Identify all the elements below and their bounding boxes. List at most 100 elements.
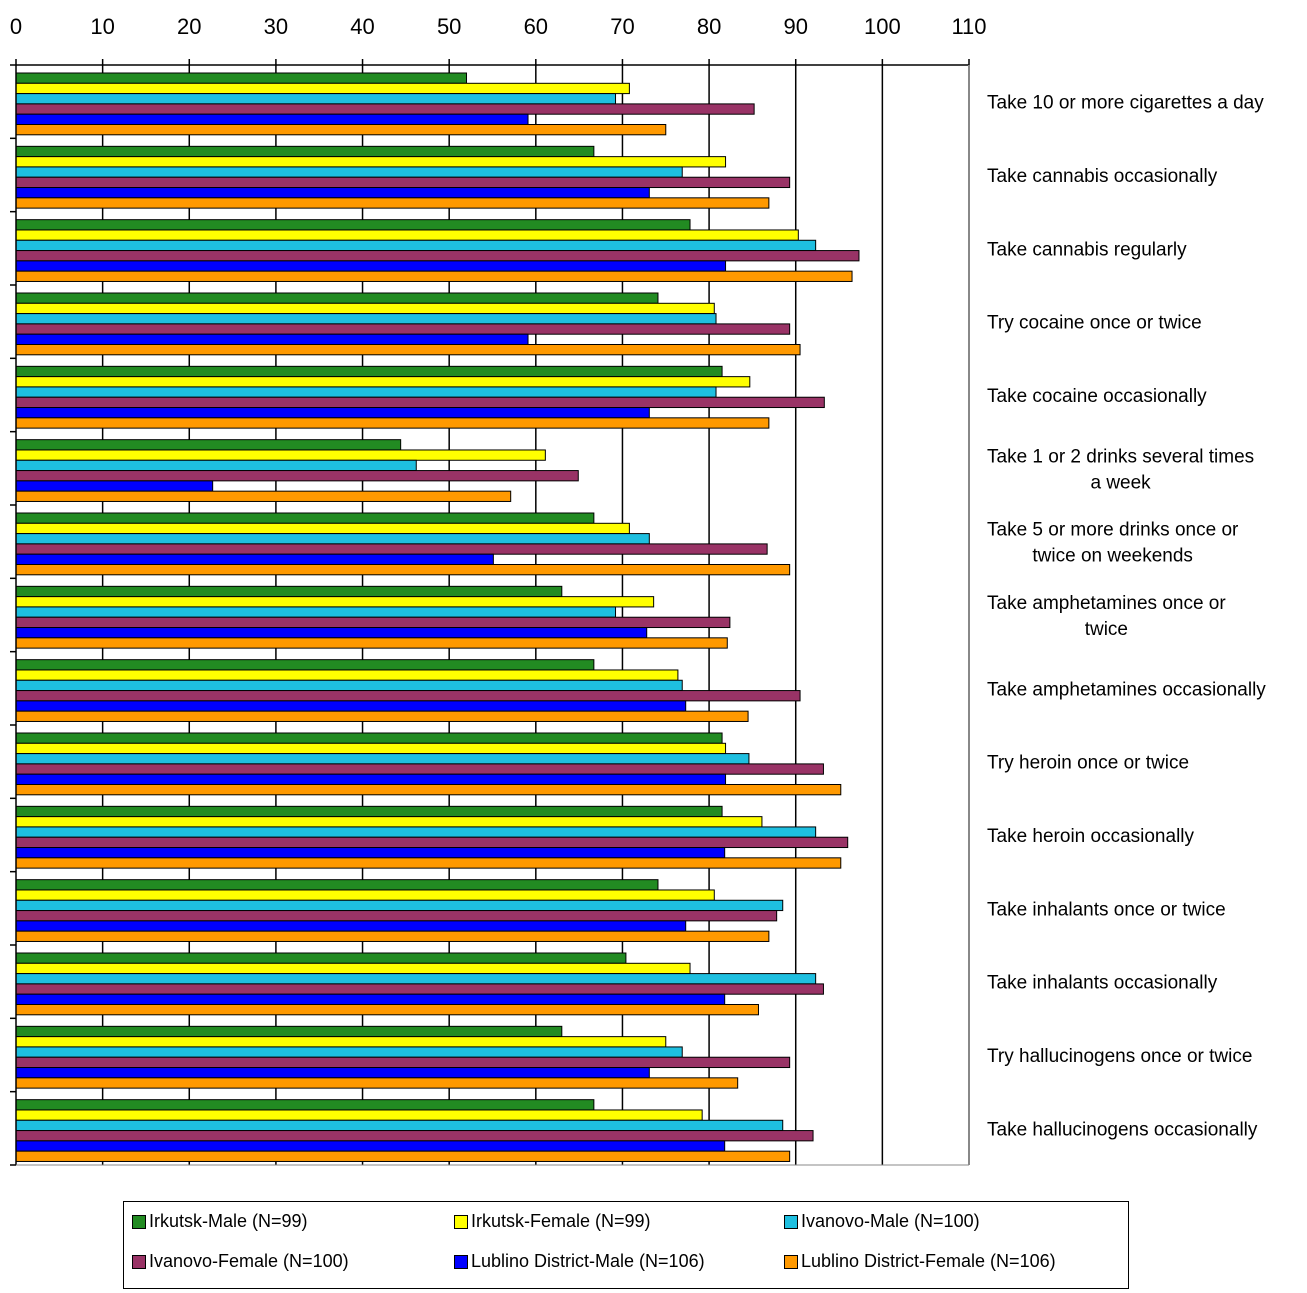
bar bbox=[15, 732, 723, 744]
bar bbox=[15, 669, 679, 681]
bar bbox=[15, 1036, 667, 1048]
legend: Irkutsk-Male (N=99) Irkutsk-Female (N=99)… bbox=[123, 1201, 1129, 1289]
bars bbox=[15, 72, 860, 1162]
legend-item: Irkutsk-Male (N=99) bbox=[132, 1211, 308, 1232]
bar bbox=[15, 1130, 814, 1142]
x-tick-label: 0 bbox=[10, 14, 22, 39]
x-tick-label: 90 bbox=[783, 14, 807, 39]
bar bbox=[15, 679, 683, 692]
bar bbox=[15, 250, 860, 262]
category-label: Take 10 or more cigarettes a day bbox=[987, 93, 1264, 114]
bar bbox=[15, 302, 715, 315]
bar bbox=[15, 879, 659, 891]
bar bbox=[15, 1077, 739, 1089]
bar bbox=[15, 1119, 784, 1132]
bar-chart: 0 10 20 30 40 50 60 70 80 90 100 110 Take 10 or mor… bbox=[10, 14, 1266, 1166]
category-label: twice bbox=[1085, 619, 1128, 640]
bar bbox=[15, 710, 749, 722]
bar bbox=[15, 836, 849, 849]
bar bbox=[15, 930, 770, 942]
legend-label: Irkutsk-Male (N=99) bbox=[149, 1211, 308, 1231]
bar bbox=[15, 93, 617, 105]
bar bbox=[15, 700, 687, 712]
bar bbox=[15, 920, 687, 932]
legend-swatch bbox=[784, 1254, 798, 1269]
x-tick-label: 30 bbox=[264, 14, 288, 39]
legend-label: Ivanovo-Female (N=100) bbox=[149, 1251, 349, 1271]
bar bbox=[15, 480, 214, 492]
bar bbox=[15, 1025, 563, 1038]
bar bbox=[15, 407, 650, 419]
bar bbox=[15, 742, 727, 755]
bar bbox=[15, 564, 791, 576]
category-label: Take 5 or more drinks once or bbox=[987, 520, 1239, 541]
bar bbox=[15, 512, 595, 524]
bar bbox=[15, 1056, 791, 1069]
bar bbox=[15, 773, 727, 786]
legend-label: Lublino District-Female (N=106) bbox=[801, 1251, 1056, 1271]
bar bbox=[15, 616, 731, 629]
legend-swatch bbox=[784, 1214, 798, 1229]
bar bbox=[15, 522, 630, 535]
bar bbox=[15, 826, 817, 838]
bar bbox=[15, 637, 728, 649]
bar bbox=[15, 490, 512, 502]
category-label: Take heroin occasionally bbox=[987, 826, 1195, 847]
bar bbox=[15, 270, 853, 282]
bar bbox=[15, 627, 648, 639]
legend-swatch bbox=[132, 1214, 146, 1229]
bar bbox=[15, 1046, 683, 1058]
legend-item: Ivanovo-Male (N=100) bbox=[784, 1211, 980, 1232]
bar bbox=[15, 659, 595, 671]
x-tick-label: 60 bbox=[524, 14, 548, 39]
bar bbox=[15, 533, 650, 545]
x-tick-label: 100 bbox=[864, 14, 901, 39]
bar bbox=[15, 899, 784, 912]
bar bbox=[15, 1140, 726, 1152]
bar bbox=[15, 763, 824, 775]
bar bbox=[15, 847, 726, 859]
category-label: Try cocaine once or twice bbox=[987, 313, 1202, 334]
x-tick-labels: 0 10 20 30 40 50 60 70 80 90 100 110 bbox=[10, 14, 987, 39]
bar bbox=[15, 396, 825, 409]
bar bbox=[15, 606, 617, 618]
bar bbox=[15, 229, 799, 241]
category-label: a week bbox=[1090, 472, 1151, 493]
bar bbox=[15, 197, 770, 209]
bar bbox=[15, 376, 751, 388]
x-tick-label: 50 bbox=[437, 14, 461, 39]
bar bbox=[15, 470, 579, 482]
bar bbox=[15, 962, 691, 975]
bar bbox=[15, 417, 770, 429]
legend-label: Lublino District-Male (N=106) bbox=[471, 1251, 705, 1271]
bar bbox=[15, 596, 655, 608]
bar bbox=[15, 219, 691, 231]
bar bbox=[15, 973, 817, 985]
category-label: Take 1 or 2 drinks several times bbox=[987, 446, 1254, 467]
bar bbox=[15, 145, 595, 158]
bar bbox=[15, 1150, 791, 1162]
bar bbox=[15, 187, 650, 199]
bar bbox=[15, 166, 683, 178]
category-label: Take amphetamines occasionally bbox=[987, 679, 1266, 700]
bar bbox=[15, 983, 824, 995]
bar bbox=[15, 910, 778, 922]
bar bbox=[15, 543, 768, 555]
category-label: Take cannabis regularly bbox=[987, 239, 1187, 260]
bar bbox=[15, 784, 842, 796]
bar bbox=[15, 156, 727, 168]
bar bbox=[15, 1109, 703, 1121]
category-label: Take inhalants occasionally bbox=[987, 973, 1218, 994]
bar bbox=[15, 82, 630, 95]
bar bbox=[15, 333, 529, 346]
bar bbox=[15, 239, 817, 252]
bar bbox=[15, 113, 529, 125]
legend-swatch bbox=[132, 1254, 146, 1269]
bar bbox=[15, 816, 763, 828]
bar bbox=[15, 260, 727, 272]
bar bbox=[15, 1004, 759, 1016]
category-label: Take cocaine occasionally bbox=[987, 386, 1207, 407]
bar bbox=[15, 993, 726, 1006]
legend-item: Lublino District-Male (N=106) bbox=[454, 1251, 705, 1272]
bar bbox=[15, 176, 791, 189]
